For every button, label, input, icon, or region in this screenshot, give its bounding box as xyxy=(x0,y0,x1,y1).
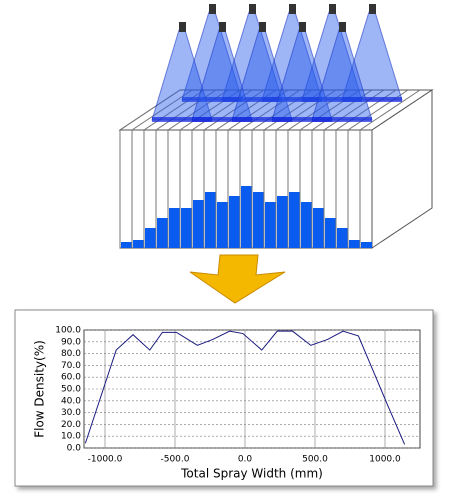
spray-band xyxy=(302,97,362,102)
slat xyxy=(131,89,193,131)
deposit xyxy=(253,192,264,248)
deposit xyxy=(241,186,252,248)
deposit xyxy=(265,202,276,248)
slat xyxy=(335,89,397,131)
y-tick-label: 10.0 xyxy=(61,432,81,442)
slat xyxy=(227,89,289,131)
deposit xyxy=(325,218,336,248)
x-tick-label: -1000.0 xyxy=(88,455,123,465)
slat xyxy=(251,89,313,131)
x-tick-label: 500.0 xyxy=(302,455,328,465)
y-tick-label: 100.0 xyxy=(55,326,81,336)
x-tick-label: -500.0 xyxy=(160,455,189,465)
deposit xyxy=(277,196,288,248)
slat xyxy=(155,89,217,131)
y-tick-label: 0.0 xyxy=(67,444,82,454)
nozzle xyxy=(179,22,186,32)
deposit xyxy=(145,228,156,248)
slat xyxy=(143,89,205,131)
chart-panel xyxy=(14,309,434,487)
slat xyxy=(167,89,229,131)
line xyxy=(84,330,406,445)
spray-illustration xyxy=(118,4,434,249)
deposit xyxy=(313,208,324,248)
slat xyxy=(215,89,277,131)
slat xyxy=(347,89,409,131)
y-tick-label: 50.0 xyxy=(61,385,81,395)
spray-band xyxy=(262,97,322,102)
y-tick-label: 60.0 xyxy=(61,373,81,383)
deposit xyxy=(193,200,204,248)
nozzle xyxy=(209,4,216,14)
spray-band xyxy=(222,97,282,102)
deposit xyxy=(361,242,372,248)
deposit xyxy=(349,240,360,248)
deposit xyxy=(205,192,216,248)
deposit xyxy=(229,196,240,248)
spray-band xyxy=(192,117,252,122)
slat xyxy=(119,89,181,131)
arrow xyxy=(189,254,286,304)
deposit xyxy=(337,228,348,248)
y-tick-label: 70.0 xyxy=(61,361,81,371)
nozzle xyxy=(289,4,296,14)
slat xyxy=(287,89,349,131)
nozzle xyxy=(369,4,376,14)
y-tick-label: 80.0 xyxy=(61,349,81,359)
slat xyxy=(263,89,325,131)
deposit xyxy=(121,242,132,248)
spray-band xyxy=(312,117,372,122)
nozzle xyxy=(329,4,336,14)
slat xyxy=(203,89,265,131)
slat xyxy=(323,89,385,131)
deposit xyxy=(181,208,192,248)
y-tick-label: 40.0 xyxy=(61,396,81,406)
nozzle xyxy=(339,22,346,32)
slat xyxy=(179,89,241,131)
deposit xyxy=(301,202,312,248)
y-tick-label: 90.0 xyxy=(61,337,81,347)
spray-band xyxy=(152,117,212,122)
slat xyxy=(311,89,373,131)
spray-band xyxy=(342,97,402,102)
spray-band xyxy=(232,117,292,122)
deposit xyxy=(133,240,144,248)
deposit xyxy=(157,218,168,248)
x-tick-label: 0.0 xyxy=(238,455,253,465)
slat xyxy=(191,89,253,131)
deposit xyxy=(169,208,180,248)
slat xyxy=(359,89,421,131)
spray-band xyxy=(182,97,242,102)
y-tick-label: 20.0 xyxy=(61,420,81,430)
slat xyxy=(239,89,301,131)
nozzle xyxy=(299,22,306,32)
y-tick-label: 30.0 xyxy=(61,408,81,418)
nozzle xyxy=(249,4,256,14)
x-tick-label: 1000.0 xyxy=(369,455,401,465)
y-axis-label: Flow Density(%) xyxy=(33,340,47,438)
x-axis-label: Total Spray Width (mm) xyxy=(180,467,323,481)
slat xyxy=(275,89,337,131)
nozzle xyxy=(219,22,226,32)
slat xyxy=(299,89,361,131)
spray-band xyxy=(272,117,332,122)
deposit xyxy=(289,192,300,248)
deposit xyxy=(217,202,228,248)
nozzle xyxy=(259,22,266,32)
